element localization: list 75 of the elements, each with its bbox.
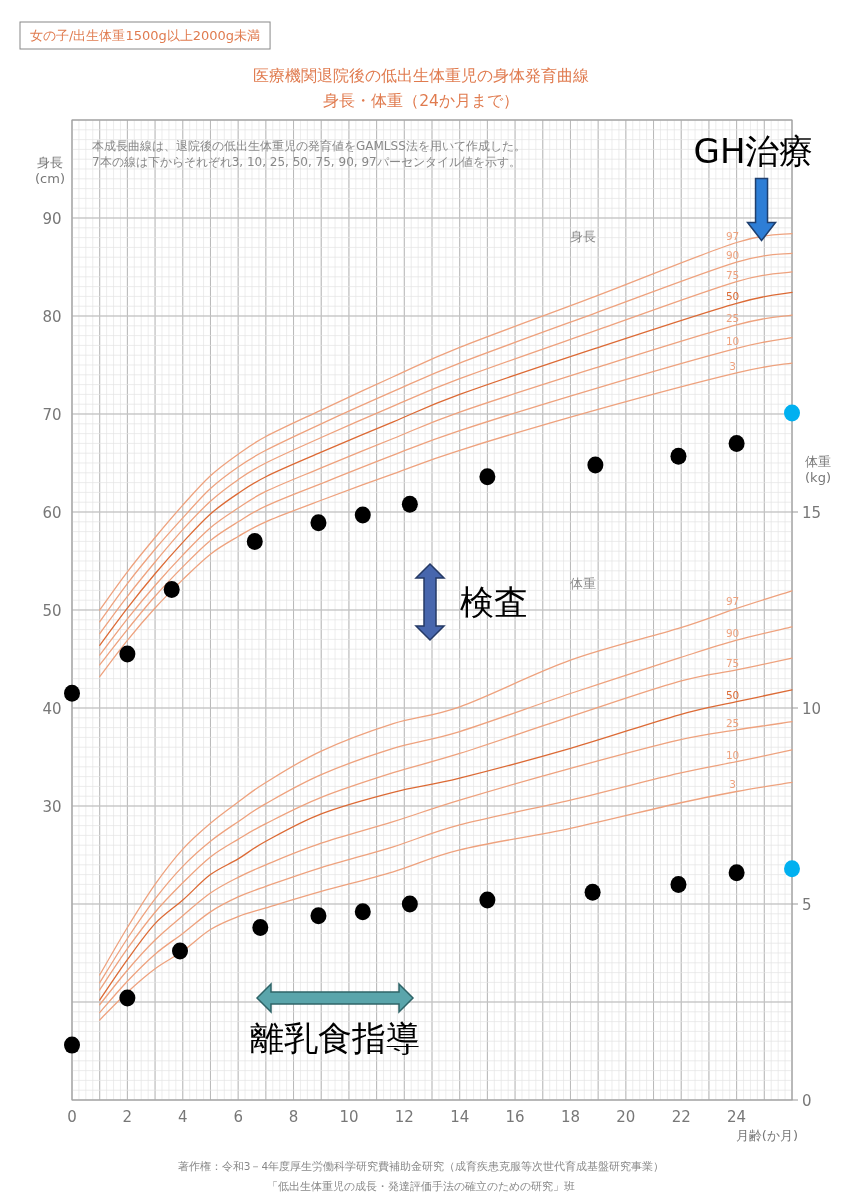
- point: [252, 919, 269, 937]
- series-label: 50: [725, 688, 740, 701]
- y-tick-label: 70: [42, 406, 62, 424]
- chart-title: 医療機関退院後の低出生体重児の身体発育曲線: [253, 67, 589, 85]
- x-tick-label: 2: [122, 1108, 133, 1126]
- y-tick-label: 50: [42, 602, 62, 620]
- series-label: 3: [729, 778, 736, 791]
- text: 「低出生体重児の成長・発達評価手法の確立のための研究」班: [267, 1180, 575, 1192]
- point: [479, 891, 496, 909]
- series-label: 10: [725, 335, 740, 348]
- y-tick-label: 30: [42, 798, 62, 816]
- series-label: 90: [725, 627, 740, 640]
- point: [64, 684, 80, 702]
- x-tick-label: 8: [288, 1108, 299, 1126]
- point: [670, 875, 687, 893]
- point: [587, 456, 604, 474]
- point: [354, 903, 371, 921]
- y2-axis-title: 体重 (kg): [805, 454, 831, 485]
- x-tick-label: 22: [671, 1108, 691, 1126]
- x-tick-label: 12: [394, 1108, 414, 1126]
- text: 著作権：令和3－4年度厚生労働科学研究費補助金研究（成育疾患克服等次世代育成基盤研究事業）: [177, 1160, 665, 1172]
- annotation: 7本の線は下からそれぞれ3, 10, 25, 50, 75, 90, 97パーセンタイル値を示す。: [92, 155, 521, 169]
- series-label: 10: [725, 748, 740, 761]
- point: [64, 1036, 80, 1054]
- note-box: 女の子/出生体重1500g以上2000g未満: [19, 21, 271, 50]
- point: [401, 495, 418, 513]
- point: [119, 645, 136, 663]
- x-tick-label: 24: [727, 1108, 747, 1126]
- y2-tick-label: 15: [802, 504, 822, 522]
- y2-tick-label: 5: [802, 896, 812, 914]
- point: [246, 532, 263, 550]
- point: [310, 907, 327, 925]
- point: [354, 506, 371, 524]
- y2-tick-label: 10: [802, 700, 822, 718]
- annotation: 身長: [570, 229, 596, 244]
- point: [163, 580, 180, 598]
- y-tick-label: 80: [42, 308, 62, 326]
- annotation: 体重: [570, 576, 596, 591]
- series-label: 90: [725, 249, 740, 262]
- point: [119, 989, 136, 1007]
- x-tick-label: 14: [450, 1108, 470, 1126]
- series-label: 50: [725, 290, 740, 303]
- point: [584, 883, 601, 901]
- x-tick-label: 20: [616, 1108, 636, 1126]
- series-label: 25: [725, 716, 740, 729]
- series-label: 25: [725, 311, 740, 324]
- x-tick-label: 10: [339, 1108, 359, 1126]
- y-tick-label: 40: [42, 700, 62, 718]
- annotation: GH治療: [693, 130, 814, 171]
- series-label: 75: [725, 268, 740, 281]
- series-label: 97: [725, 595, 740, 608]
- point: [728, 434, 745, 452]
- annotation: 検査: [460, 582, 528, 622]
- x-axis-title: 月齢(か月): [735, 1128, 798, 1143]
- point: [310, 514, 327, 532]
- point: [479, 468, 496, 486]
- x-tick-label: 4: [178, 1108, 188, 1126]
- series-label: 75: [725, 656, 740, 669]
- chart-subtitle: 身長・体重（24か月まで）: [323, 92, 519, 110]
- x-tick-label: 18: [560, 1108, 581, 1126]
- point: [728, 864, 745, 882]
- annotation: 離乳食指導: [250, 1018, 420, 1058]
- point: [172, 942, 188, 960]
- series-label: 3: [729, 359, 736, 372]
- x-tick-label: 0: [67, 1108, 77, 1126]
- y-axis-title: 身長 (cm): [35, 155, 65, 186]
- annotation: 本成長曲線は、退院後の低出生体重児の発育値をGAMLSS法を用いて作成した。: [92, 139, 526, 153]
- y2-tick-label: 0: [802, 1092, 812, 1110]
- series-label: 97: [725, 229, 740, 242]
- x-tick-label: 16: [505, 1108, 525, 1126]
- point: [401, 895, 418, 913]
- point: [670, 447, 687, 465]
- y-tick-label: 90: [42, 210, 62, 228]
- x-tick-label: 6: [233, 1108, 243, 1126]
- y-tick-label: 60: [42, 504, 62, 522]
